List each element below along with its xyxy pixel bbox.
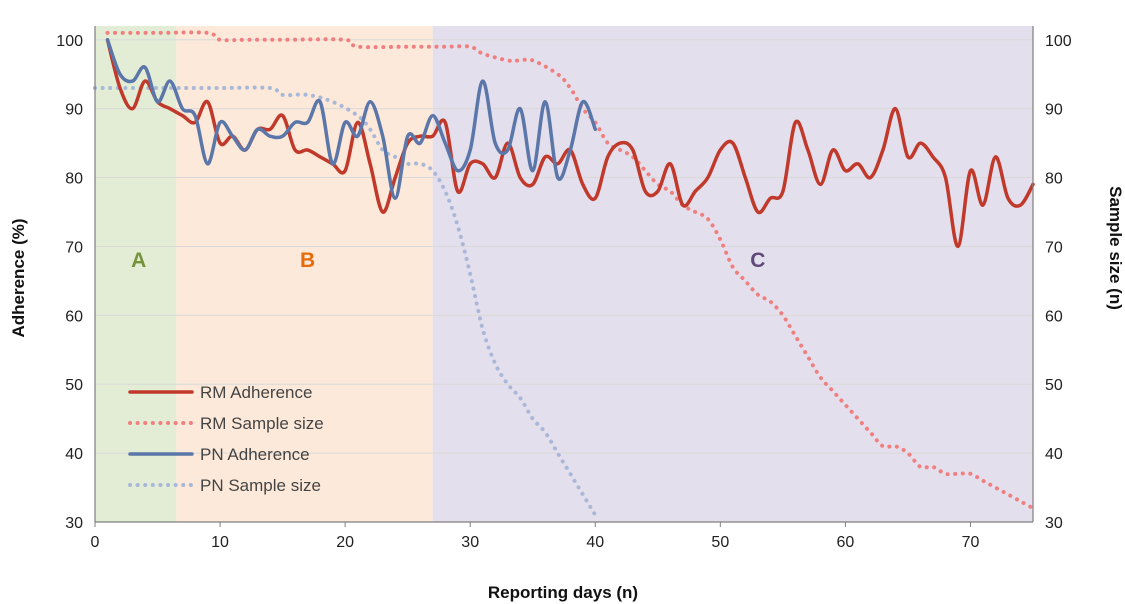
y-tick-label-left: 100 [56,33,83,50]
x-axis-title: Reporting days (n) [488,583,638,602]
y-axis-title-right: Sample size (n) [1106,186,1125,310]
tick-labels: 0 10 20 30 40 50 60 70 30 40 50 60 70 80 90 100 30 40 50 60… [56,33,1072,551]
y-tick-label-right: 100 [1045,33,1072,50]
y-tick-label-right: 40 [1045,446,1063,463]
y-tick-label-right: 80 [1045,171,1063,188]
y-axis-title-left: Adherence (%) [9,218,28,337]
phase-label-a: A [131,249,146,272]
y-tick-label-left: 60 [65,308,83,325]
x-tick-label: 50 [711,534,729,551]
x-tick-label: 40 [586,534,604,551]
gridlines [95,39,1033,454]
y-tick-label-left: 70 [65,239,83,256]
y-tick-label-right: 60 [1045,308,1063,325]
y-tick-label-left: 80 [65,171,83,188]
phase-labels: A B C [131,249,765,272]
y-tick-label-right: 50 [1045,377,1063,394]
x-tick-label: 70 [962,534,980,551]
y-tick-label-left: 90 [65,102,83,119]
y-tick-label-left: 40 [65,446,83,463]
x-tick-label: 0 [91,534,100,551]
series-line-rm-sample-size [105,30,1035,511]
legend-label-pn-adherence: PN Adherence [200,445,310,464]
x-tick-label: 60 [837,534,855,551]
legend-label-rm-adherence: RM Adherence [200,383,312,402]
y-tick-label-right: 90 [1045,102,1063,119]
y-tick-label-left: 50 [65,377,83,394]
legend-label-pn-sample-size: PN Sample size [200,476,321,495]
legend-label-rm-sample-size: RM Sample size [200,414,324,433]
series-line-pn-adherence [105,38,598,200]
phase-label-c: C [750,249,765,272]
region-c [432,26,1033,522]
phase-label-b: B [300,249,315,272]
series-line-pn-sample-size [93,85,598,518]
x-tick-label: 20 [336,534,354,551]
y-tick-label-left: 30 [65,515,83,532]
y-tick-label-right: 30 [1045,515,1063,532]
y-tick-label-right: 70 [1045,239,1063,256]
series-lines [93,30,1035,518]
x-tick-label: 10 [211,534,229,551]
legend: RM Adherence RM Sample size PN Adherence… [128,383,324,495]
axes [94,26,1034,523]
x-tick-label: 30 [461,534,479,551]
